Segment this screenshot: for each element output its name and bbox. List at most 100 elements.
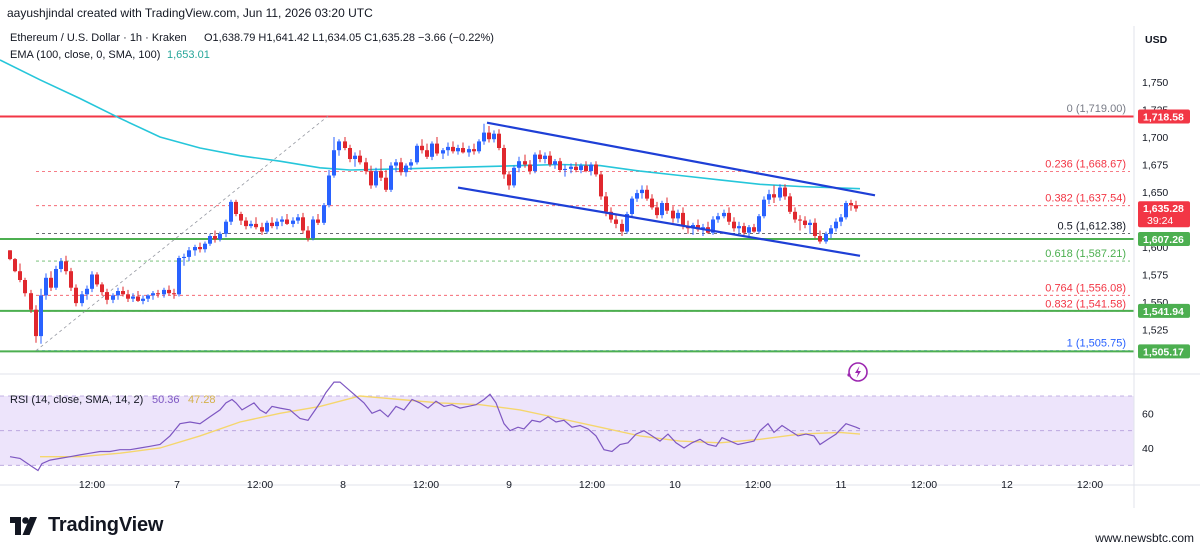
candle <box>813 218 817 239</box>
price-label-3[interactable]: 1,541.94 <box>1138 303 1190 318</box>
candle <box>477 139 481 154</box>
candle-body <box>829 228 833 234</box>
candle <box>849 199 853 211</box>
candle <box>829 225 833 239</box>
candle <box>64 255 68 275</box>
candle <box>640 185 644 199</box>
x-tick-label: 12:00 <box>247 479 273 491</box>
price-label-4[interactable]: 1,505.17 <box>1138 344 1190 359</box>
fib-label-1: 1 (1,505.75) <box>1067 338 1126 350</box>
brand-name: TradingView <box>48 514 164 536</box>
candle <box>111 293 115 304</box>
candle <box>435 137 439 156</box>
candle <box>635 189 639 202</box>
price-label-2[interactable]: 1,607.26 <box>1138 232 1190 247</box>
candle <box>420 139 424 154</box>
candle-body <box>54 269 58 288</box>
candle-body <box>13 259 17 272</box>
candle <box>655 201 659 219</box>
candle <box>492 130 496 143</box>
axis-currency: USD <box>1145 34 1168 46</box>
tradingview-logo-icon <box>10 516 37 535</box>
candle-body <box>64 261 68 272</box>
tradingview-logo[interactable]: TradingView <box>10 514 163 537</box>
candle-body <box>456 148 460 152</box>
candle <box>394 159 398 173</box>
candle <box>121 286 125 297</box>
candle <box>461 142 465 154</box>
candle <box>854 200 858 212</box>
candle <box>523 154 527 168</box>
candle-body <box>696 225 700 230</box>
candle-body <box>306 230 310 239</box>
countdown-text: 39:24 <box>1147 215 1173 227</box>
candle <box>818 230 822 244</box>
rsi-tick-label: 40 <box>1142 443 1154 455</box>
candle-body <box>543 155 547 159</box>
price-label-0[interactable]: 1,718.58 <box>1138 109 1190 124</box>
candle-body <box>239 214 243 221</box>
price-label-text: 1,718.58 <box>1143 112 1184 124</box>
candle <box>198 242 202 253</box>
candle-body <box>818 236 822 242</box>
price-label-text: 1,505.17 <box>1143 346 1184 358</box>
x-tick-label: 7 <box>174 479 180 491</box>
candle <box>783 184 787 200</box>
candle <box>275 218 279 230</box>
candle-body <box>512 167 516 186</box>
candle-body <box>296 217 300 221</box>
candle-body <box>409 162 413 166</box>
candle <box>844 200 848 220</box>
candle-body <box>121 291 125 295</box>
candle-body <box>767 194 771 200</box>
x-tick-label: 12:00 <box>745 479 771 491</box>
candle-body <box>441 150 445 154</box>
candle <box>244 217 248 230</box>
channel-lower-line[interactable] <box>457 186 861 257</box>
price-label-text: 1,607.26 <box>1143 234 1184 246</box>
channel-upper-line[interactable] <box>486 121 876 197</box>
candle <box>167 285 171 296</box>
candle <box>538 150 542 163</box>
candle-body <box>369 171 373 186</box>
candle-body <box>558 161 562 170</box>
candle-body <box>487 132 491 140</box>
candle-body <box>332 150 336 176</box>
candle-body <box>630 198 634 214</box>
candle-body <box>254 223 258 228</box>
candle-body <box>727 212 731 222</box>
candle <box>208 233 212 246</box>
candle-body <box>793 211 797 220</box>
candle-body <box>379 171 383 178</box>
candle-body <box>854 205 858 209</box>
price-chart[interactable]: 0 (1,719.00) 0.236 (1,668.67) 0.382 (1,637… <box>0 26 1200 508</box>
candle <box>59 258 63 273</box>
candle-body <box>425 150 429 157</box>
fib-label-0.236: 0.236 (1,668.67) <box>1045 158 1126 170</box>
price-label-text: 1,635.28 <box>1143 203 1184 215</box>
price-label-box <box>1138 232 1190 247</box>
lightning-icon[interactable] <box>847 362 868 382</box>
candle <box>34 305 38 343</box>
candle <box>384 170 388 192</box>
candle <box>645 185 649 201</box>
candle <box>824 231 828 244</box>
candle-body <box>100 284 104 293</box>
candle-body <box>574 166 578 170</box>
x-tick-label: 12:00 <box>1077 479 1103 491</box>
candle-body <box>722 212 726 217</box>
candle-body <box>49 277 53 288</box>
x-tick-label: 12:00 <box>79 479 105 491</box>
watermark: www.newsbtc.com <box>1095 531 1194 545</box>
candle-body <box>275 221 279 227</box>
candle-body <box>467 149 471 153</box>
candle-body <box>808 222 812 225</box>
legend-symbol: Ethereum / U.S. Dollar · 1h · Kraken <box>10 32 187 44</box>
candle <box>95 272 99 287</box>
candle-body <box>156 293 160 295</box>
y-tick-label: 1,750 <box>1142 77 1168 89</box>
candle <box>630 196 634 217</box>
fib-label-0.382: 0.382 (1,637.54) <box>1045 193 1126 205</box>
candle <box>757 214 761 234</box>
